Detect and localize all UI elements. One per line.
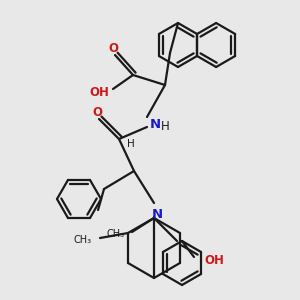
Text: H: H xyxy=(160,119,169,133)
Text: O: O xyxy=(108,41,118,55)
Text: CH₃: CH₃ xyxy=(107,229,125,239)
Text: CH₃: CH₃ xyxy=(74,235,92,245)
Text: OH: OH xyxy=(89,85,109,98)
Text: OH: OH xyxy=(204,254,224,268)
Text: H: H xyxy=(127,139,135,149)
Text: N: N xyxy=(149,118,161,131)
Text: O: O xyxy=(92,106,102,118)
Text: N: N xyxy=(152,208,163,221)
